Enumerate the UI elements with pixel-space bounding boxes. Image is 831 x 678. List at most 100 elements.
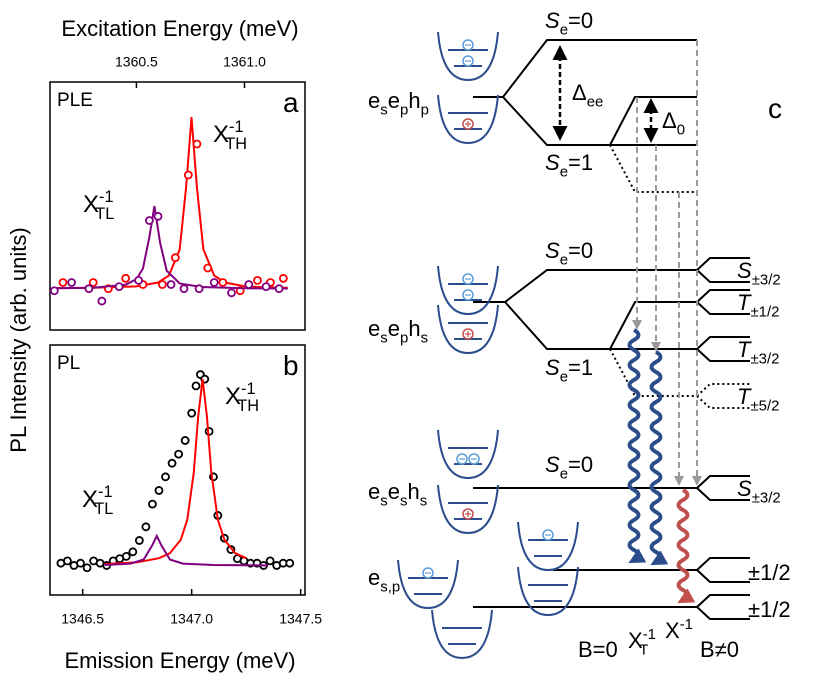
zeeman-state-label: S±3/2 xyxy=(737,258,781,289)
x-tick-label: 1347.0 xyxy=(170,611,213,627)
field-label: B=0 xyxy=(578,637,618,662)
data-point xyxy=(141,522,151,532)
data-point xyxy=(128,547,138,557)
panel-label: b xyxy=(283,350,299,381)
subscript: s,p xyxy=(380,579,400,596)
zeeman-state-label: T±5/2 xyxy=(737,384,779,415)
x-tick-label: 1360.5 xyxy=(115,54,158,70)
data-point xyxy=(278,273,288,283)
text-part: e xyxy=(388,316,400,341)
data-point xyxy=(49,286,59,296)
data-point xyxy=(76,558,85,568)
subscript: e xyxy=(560,252,568,269)
splitting-label: Δee xyxy=(572,80,603,111)
zeeman-state-label: ±1/2 xyxy=(748,560,791,585)
quantum-dot xyxy=(437,265,499,316)
text-part: S xyxy=(545,238,560,263)
text-part: Δ xyxy=(662,108,677,133)
transition-label: X-1 xyxy=(665,616,693,643)
text-part: e xyxy=(388,88,400,113)
data-point xyxy=(227,288,236,298)
text-part: ±1/2 xyxy=(748,597,791,622)
data-point xyxy=(153,211,163,221)
data-point xyxy=(148,499,157,509)
subscript: ±1/2 xyxy=(750,304,779,321)
x-tick-label: 1346.5 xyxy=(61,611,104,627)
configuration-label: esephp xyxy=(368,88,429,119)
text-part: e xyxy=(368,88,380,113)
superscript: -1 xyxy=(99,188,114,206)
quantum-dot xyxy=(517,521,579,572)
data-point xyxy=(187,408,197,418)
text-part: =0 xyxy=(568,238,593,263)
text-part: e xyxy=(368,565,380,590)
data-point xyxy=(154,486,164,495)
configuration-label: esephs xyxy=(368,316,428,347)
spin-state-label: Se=1 xyxy=(545,150,593,181)
subscript: p xyxy=(421,102,429,119)
text-part: X xyxy=(628,628,643,653)
data-point xyxy=(170,253,180,263)
subscript: e xyxy=(560,22,568,39)
x-tick-label: 1347.5 xyxy=(279,611,322,627)
quantum-dot xyxy=(437,304,499,355)
superscript: -1 xyxy=(680,616,693,633)
data-point xyxy=(58,278,68,287)
subscript: ±3/2 xyxy=(752,272,781,289)
text-part: =1 xyxy=(568,150,593,175)
panel-title: PLE xyxy=(57,90,93,111)
zeeman-state-label: S±3/2 xyxy=(737,476,781,507)
text-part: S xyxy=(545,150,560,175)
subscript: TH xyxy=(225,135,247,153)
quantum-dot xyxy=(437,31,499,82)
text-part: S xyxy=(545,8,560,33)
text-part: X xyxy=(665,618,680,643)
text-part: T xyxy=(737,290,752,315)
quantum-dot xyxy=(437,429,499,480)
data-point xyxy=(244,280,254,289)
subscript: TL xyxy=(94,500,113,518)
data-point xyxy=(67,278,77,287)
data-point xyxy=(166,280,176,289)
data-point xyxy=(203,263,213,273)
spin-state-label: Se=0 xyxy=(545,238,593,269)
panel-title: PL xyxy=(57,353,80,374)
subscript: e xyxy=(560,164,568,181)
data-point xyxy=(121,273,131,283)
x-tick-label: 1361.0 xyxy=(223,54,266,70)
subscript: p xyxy=(400,102,408,119)
text-part: =1 xyxy=(568,355,593,380)
data-point xyxy=(84,284,94,294)
energy-levels xyxy=(473,39,750,620)
subscript: s xyxy=(400,493,407,510)
data-point xyxy=(218,278,228,287)
subscript: ±5/2 xyxy=(750,398,779,415)
data-point xyxy=(88,278,98,287)
subscript: 0 xyxy=(677,122,685,139)
text-part: h xyxy=(407,479,419,504)
text-part: ±1/2 xyxy=(748,560,791,585)
y-axis-label: PL Intensity (arb. units) xyxy=(6,227,31,452)
excitation-paths xyxy=(632,40,702,486)
subscript: s xyxy=(421,330,428,347)
text-part: S xyxy=(545,452,560,477)
text-part: =0 xyxy=(568,452,593,477)
plot-frame xyxy=(49,344,306,596)
data-point xyxy=(114,282,124,292)
splitting-label: Δ0 xyxy=(662,108,685,139)
configuration-label: es,p xyxy=(368,565,400,596)
data-point xyxy=(97,296,107,306)
text-part: e xyxy=(368,316,380,341)
data-point xyxy=(82,563,92,573)
data-point xyxy=(121,551,131,561)
data-point xyxy=(145,216,154,225)
subscript: s xyxy=(380,330,387,347)
data-point xyxy=(180,436,190,445)
subscript: T xyxy=(639,642,648,659)
x-axis-label: Excitation Energy (meV) xyxy=(61,16,298,41)
quantum-dot xyxy=(437,484,499,535)
emission-arrow xyxy=(627,328,647,564)
transition-label: X-1 T xyxy=(628,626,656,659)
configuration-label: eseshs xyxy=(368,479,427,510)
